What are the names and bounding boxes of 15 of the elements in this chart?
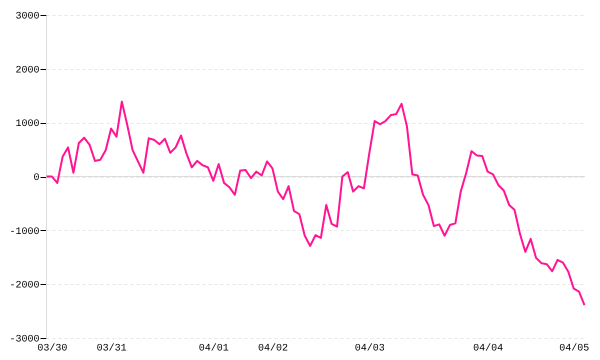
y-tick-label: 0	[33, 173, 40, 184]
x-tick-label: 04/02	[258, 342, 288, 354]
y-tick-label: -2000	[9, 280, 40, 292]
x-tick-label: 04/05	[559, 342, 590, 354]
y-tick-label: -3000	[9, 334, 40, 346]
x-tick-label: 04/03	[354, 342, 385, 354]
y-tick-label: 2000	[15, 65, 40, 76]
x-tick-label: 03/31	[96, 342, 127, 354]
line-series	[46, 100, 586, 306]
x-tick-label: 04/04	[473, 342, 504, 354]
y-tick-label: 1000	[15, 119, 40, 130]
x-tick-label: 04/01	[198, 342, 229, 354]
y-tick-label: -1000	[9, 226, 40, 238]
x-tick-label: 03/30	[37, 342, 68, 354]
y-tick-label: 3000	[15, 12, 40, 22]
